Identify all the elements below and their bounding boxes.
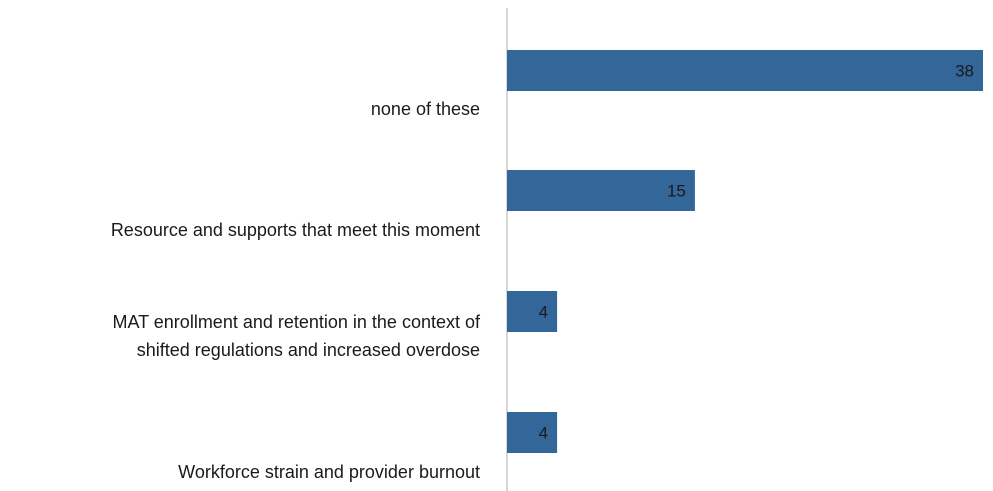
- category-labels-group: none of these Resource and supports that …: [111, 99, 481, 482]
- data-label-1: 38: [955, 62, 974, 81]
- bar-1: [507, 50, 983, 91]
- category-label-3-line-1: MAT enrollment and retention in the cont…: [112, 312, 481, 332]
- bar-2: [507, 170, 695, 211]
- category-label-3-line-2: shifted regulations and increased overdo…: [137, 340, 480, 360]
- category-label-4: Workforce strain and provider burnout: [178, 462, 480, 482]
- category-label-2: Resource and supports that meet this mom…: [111, 220, 480, 240]
- bar-3: [507, 291, 558, 332]
- bar-4: [507, 412, 558, 453]
- category-label-1: none of these: [371, 99, 480, 119]
- value-labels-group: 38 15 4 4: [539, 62, 974, 443]
- bars-group: [507, 50, 983, 453]
- data-label-2: 15: [667, 182, 686, 201]
- data-label-4: 4: [539, 424, 548, 443]
- data-label-3: 4: [539, 303, 548, 322]
